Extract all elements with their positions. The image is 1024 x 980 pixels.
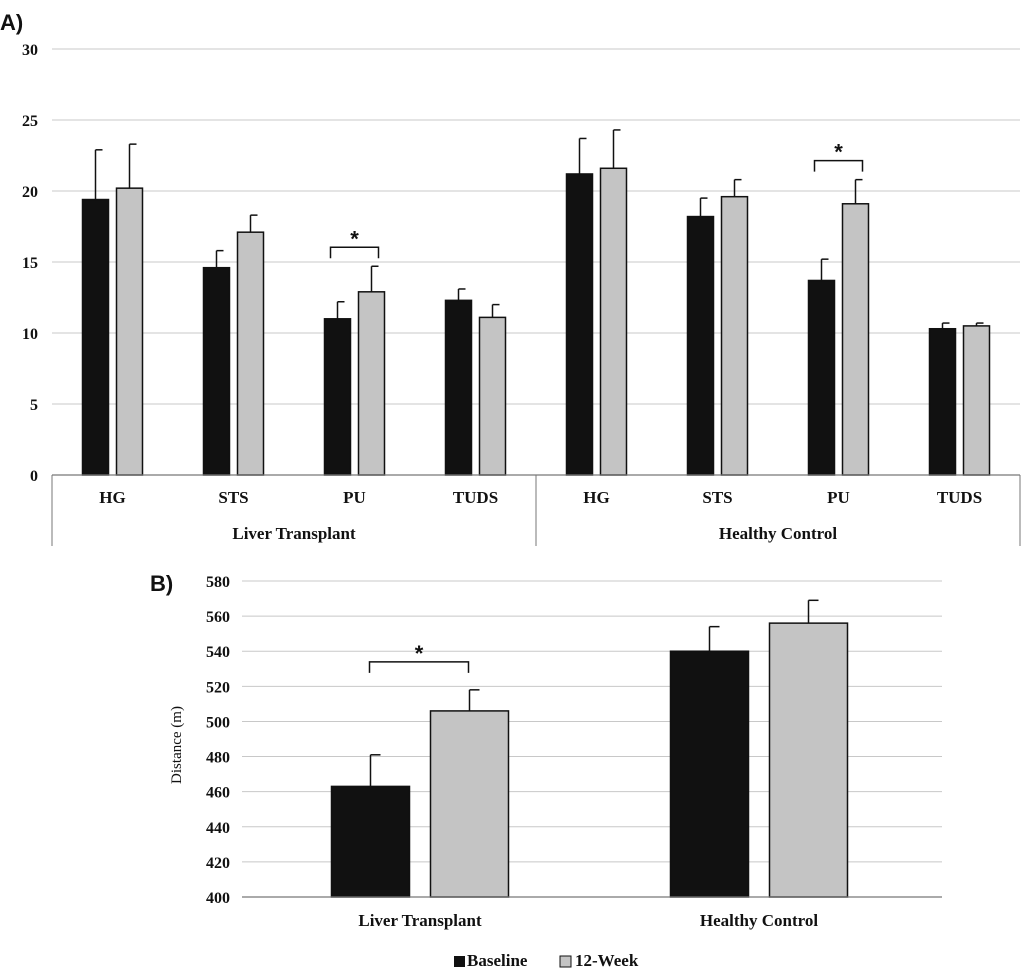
x-tick-label: HG [583, 488, 609, 507]
y-tick-label: 480 [206, 750, 230, 767]
12-week-bar-hg [599, 167, 628, 476]
x-tick-label: PU [827, 488, 850, 507]
baseline-bar-tuds [444, 299, 473, 476]
x-tick-label: PU [343, 488, 366, 507]
significance-marker: * [350, 226, 359, 251]
y-tick-label: 10 [22, 326, 38, 343]
panel-a-label: A) [0, 10, 23, 35]
y-tick-label: 20 [22, 184, 38, 201]
baseline-bar-hg [81, 198, 110, 476]
significance-bracket [368, 661, 470, 673]
y-tick-label: 30 [22, 42, 38, 59]
legend-12-week-label: 12-Week [575, 951, 639, 970]
panel-b-y-ticks: 400 420 440 460 480 500 520 540 560 580 [206, 574, 230, 907]
panel-a-y-ticks: 0 5 10 15 20 25 30 [22, 42, 38, 485]
baseline-bar-pu [323, 318, 352, 476]
x-tick-label: STS [218, 488, 248, 507]
legend: Baseline 12-Week [454, 951, 639, 970]
panel-b-label: B) [150, 571, 173, 596]
baseline-bar-pu [807, 279, 836, 476]
panel-b-x-axis: Liver Transplant Healthy Control [242, 896, 942, 930]
baseline-bar-sts [202, 266, 231, 476]
panel-b-bar-chart: B) Distance (m) 400 420 440 460 480 500 520 540… [150, 571, 942, 930]
significance-bracket [813, 159, 864, 172]
significance-marker: * [834, 140, 843, 165]
12-week-bar-tuds [478, 316, 507, 476]
y-tick-label: 25 [22, 113, 38, 130]
baseline-bar-sts [686, 215, 715, 476]
legend-baseline-label: Baseline [467, 951, 528, 970]
legend-12-week-swatch [559, 955, 572, 968]
group-label-healthy-control: Healthy Control [719, 524, 837, 543]
12-week-bar-sts [720, 195, 749, 476]
baseline-bar-liver-transplant [330, 785, 411, 898]
y-tick-label: 540 [206, 644, 230, 661]
x-tick-label: Liver Transplant [358, 911, 482, 930]
baseline-bar-tuds [928, 327, 957, 476]
12-week-bar-sts [236, 231, 265, 476]
y-tick-label: 440 [206, 820, 230, 837]
12-week-bar-tuds [962, 325, 991, 476]
significance-marker: * [415, 641, 424, 666]
12-week-bar-hg [115, 187, 144, 476]
legend-baseline-swatch [454, 956, 465, 967]
panel-b-bars: * [330, 599, 849, 898]
x-tick-label: Healthy Control [700, 911, 818, 930]
significance-bracket [329, 246, 380, 259]
y-tick-label: 580 [206, 574, 230, 591]
y-tick-label: 0 [30, 468, 38, 485]
x-tick-label: STS [702, 488, 732, 507]
baseline-bar-hg [565, 173, 594, 476]
panel-a-bars: ** [81, 129, 991, 476]
group-label-liver-transplant: Liver Transplant [232, 524, 356, 543]
x-tick-label: TUDS [937, 488, 982, 507]
12-week-bar-liver-transplant [429, 710, 510, 898]
y-tick-label: 400 [206, 890, 230, 907]
12-week-bar-pu [841, 203, 870, 476]
x-tick-label: TUDS [453, 488, 498, 507]
x-tick-label: HG [99, 488, 125, 507]
y-tick-label: 5 [30, 397, 38, 414]
12-week-bar-pu [357, 291, 386, 476]
y-tick-label: 500 [206, 714, 230, 731]
panel-b-y-axis-label: Distance (m) [169, 706, 185, 784]
panel-a-gridlines [52, 48, 1020, 476]
y-tick-label: 520 [206, 679, 230, 696]
y-tick-label: 460 [206, 785, 230, 802]
12-week-bar-healthy-control [768, 622, 849, 898]
y-tick-label: 420 [206, 855, 230, 872]
panel-a-x-axis: HG STS PU TUDS HG STS PU TUDS Liver Transplant He… [51, 474, 1021, 546]
baseline-bar-healthy-control [669, 650, 750, 898]
y-tick-label: 560 [206, 609, 230, 626]
y-tick-label: 15 [22, 255, 38, 272]
